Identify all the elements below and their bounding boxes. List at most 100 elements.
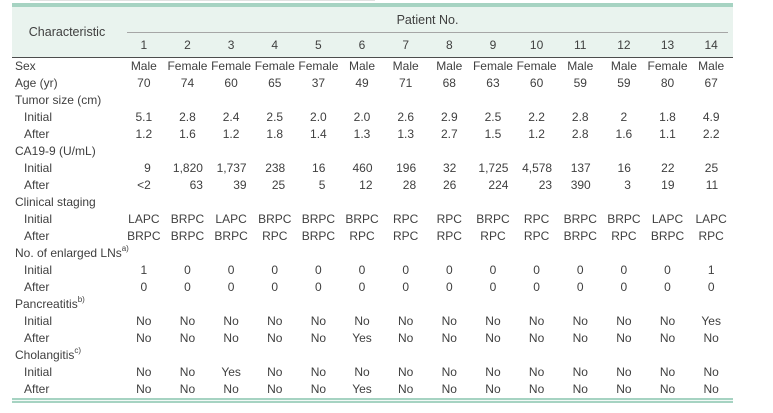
row-label: Clinical staging	[15, 195, 96, 209]
cell-value: BRPC	[345, 212, 379, 226]
cell-value: 0	[358, 280, 366, 294]
cell-value: Yes	[352, 382, 372, 396]
header-divider-rule	[12, 57, 733, 58]
cell-value: Yes	[701, 314, 721, 328]
cell-value: 1.2	[528, 127, 545, 141]
cell-value: No	[397, 314, 414, 328]
cell-value: 1,725	[478, 161, 509, 175]
cell-value: 0	[227, 263, 235, 277]
cell-value: 0	[315, 263, 322, 277]
cell-value: 0	[489, 280, 497, 294]
cell-value: 0	[664, 263, 671, 277]
table-row: Initial LAPC BRPC LAPC BRPC BRPC BRPC RPC RPC BRP…	[12, 211, 733, 228]
cell-value: 74	[180, 76, 195, 90]
cell-value: 2.0	[353, 110, 371, 124]
cell-value: 4,578	[522, 161, 553, 175]
cell-value: Male	[130, 59, 157, 73]
cell-value: 2.6	[397, 110, 414, 124]
cell-value: 196	[396, 161, 417, 175]
cell-value: 0	[140, 280, 148, 294]
cell-value: LAPC	[128, 212, 160, 226]
cell-value: No	[310, 382, 327, 396]
cell-value: 26	[442, 178, 457, 192]
cell-value: BRPC	[650, 229, 685, 243]
cell-value: 0	[707, 280, 715, 294]
cell-value: Male	[610, 59, 637, 73]
cell-value: 2.5	[266, 110, 284, 124]
cell-value: 2.8	[179, 110, 196, 124]
patient-number-header: 12	[617, 38, 631, 52]
table-row: Initial 1 0 0 0 0 0 0 0 0 0 0 0 0 1	[12, 262, 733, 279]
cell-value: No	[136, 314, 152, 328]
cell-value: No	[354, 365, 370, 379]
cell-value: 25	[704, 161, 719, 175]
cell-value: No	[703, 365, 719, 379]
cell-value: No	[659, 314, 676, 328]
cell-value: Female	[298, 59, 339, 73]
table-row: Initial No No No No No No No No No No No No No Yes	[12, 313, 733, 330]
cell-value: Female	[647, 59, 688, 73]
table-row: Age (yr) 70 74 60 65 37 49 71 68 63 60 59 59 80 67	[12, 75, 733, 92]
cell-value: 0	[271, 280, 279, 294]
cell-value: 32	[442, 161, 457, 175]
cell-value: No	[703, 331, 719, 345]
cell-value: No	[179, 314, 196, 328]
cell-value: 68	[442, 76, 456, 90]
patient-number-header: 4	[271, 38, 279, 52]
cell-value: BRPC	[301, 229, 336, 243]
row-label: After	[24, 331, 50, 345]
cell-value: 390	[570, 178, 591, 192]
cell-value: 65	[268, 76, 282, 90]
cell-value: No	[397, 331, 414, 345]
cell-value: 0	[576, 263, 584, 277]
table-row: After No No No No No Yes No No No No No No No No	[12, 330, 733, 347]
cell-value: No	[136, 331, 152, 345]
row-label: Initial	[24, 314, 53, 328]
cell-value: 37	[311, 76, 326, 90]
cell-value: 0	[445, 263, 453, 277]
row-label: Cholangitisc)	[15, 346, 82, 363]
cell-value: LAPC	[651, 212, 684, 226]
patient-number-header: 10	[529, 38, 544, 52]
characteristic-header: Characteristic	[28, 25, 106, 39]
cell-value: 1.8	[659, 110, 676, 124]
cell-value: Male	[567, 59, 594, 73]
cell-value: RPC	[262, 229, 288, 243]
row-label: After	[24, 178, 50, 192]
table-row: After BRPC BRPC BRPC RPC BRPC RPC RPC RPC RPC RPC B…	[12, 228, 733, 245]
cell-value: 63	[486, 76, 500, 90]
patient-number-header: 11	[574, 38, 587, 52]
cell-value: No	[616, 382, 632, 396]
cell-value: Female	[211, 59, 252, 73]
cell-value: 16	[617, 161, 631, 175]
cell-value: No	[179, 365, 196, 379]
table-top-rule	[12, 3, 733, 7]
cell-value: 70	[137, 76, 151, 90]
table-body: Sex Male Female Female Female Female Male Male M…	[12, 58, 733, 398]
cell-value: 0	[664, 280, 671, 294]
cell-value: 1.6	[179, 127, 196, 141]
cell-value: No	[659, 365, 676, 379]
cell-value: LAPC	[215, 212, 247, 226]
cell-value: 0	[489, 263, 497, 277]
cell-value: 2.2	[528, 110, 545, 124]
cell-value: 1.2	[222, 127, 240, 141]
cell-value: 67	[704, 76, 718, 90]
patient-number-header: 9	[489, 38, 497, 52]
cell-value: 5	[318, 178, 326, 192]
row-label: Initial	[24, 263, 53, 277]
row-label: After	[24, 229, 50, 243]
cell-value: 0	[620, 263, 628, 277]
row-label: Initial	[24, 110, 53, 124]
cell-value: 1	[140, 263, 148, 277]
cell-value: No	[572, 314, 588, 328]
cell-value: RPC	[436, 229, 462, 243]
cell-value: No	[485, 331, 501, 345]
cell-value: 1.3	[397, 127, 414, 141]
cell-value: BRPC	[476, 212, 510, 226]
patient-number-header: 2	[184, 38, 191, 52]
cell-value: No	[136, 382, 152, 396]
table-row: CA19-9 (U/mL)	[12, 143, 733, 160]
cell-value: 11	[705, 178, 719, 192]
patient-no-header: Patient No.	[127, 7, 728, 33]
